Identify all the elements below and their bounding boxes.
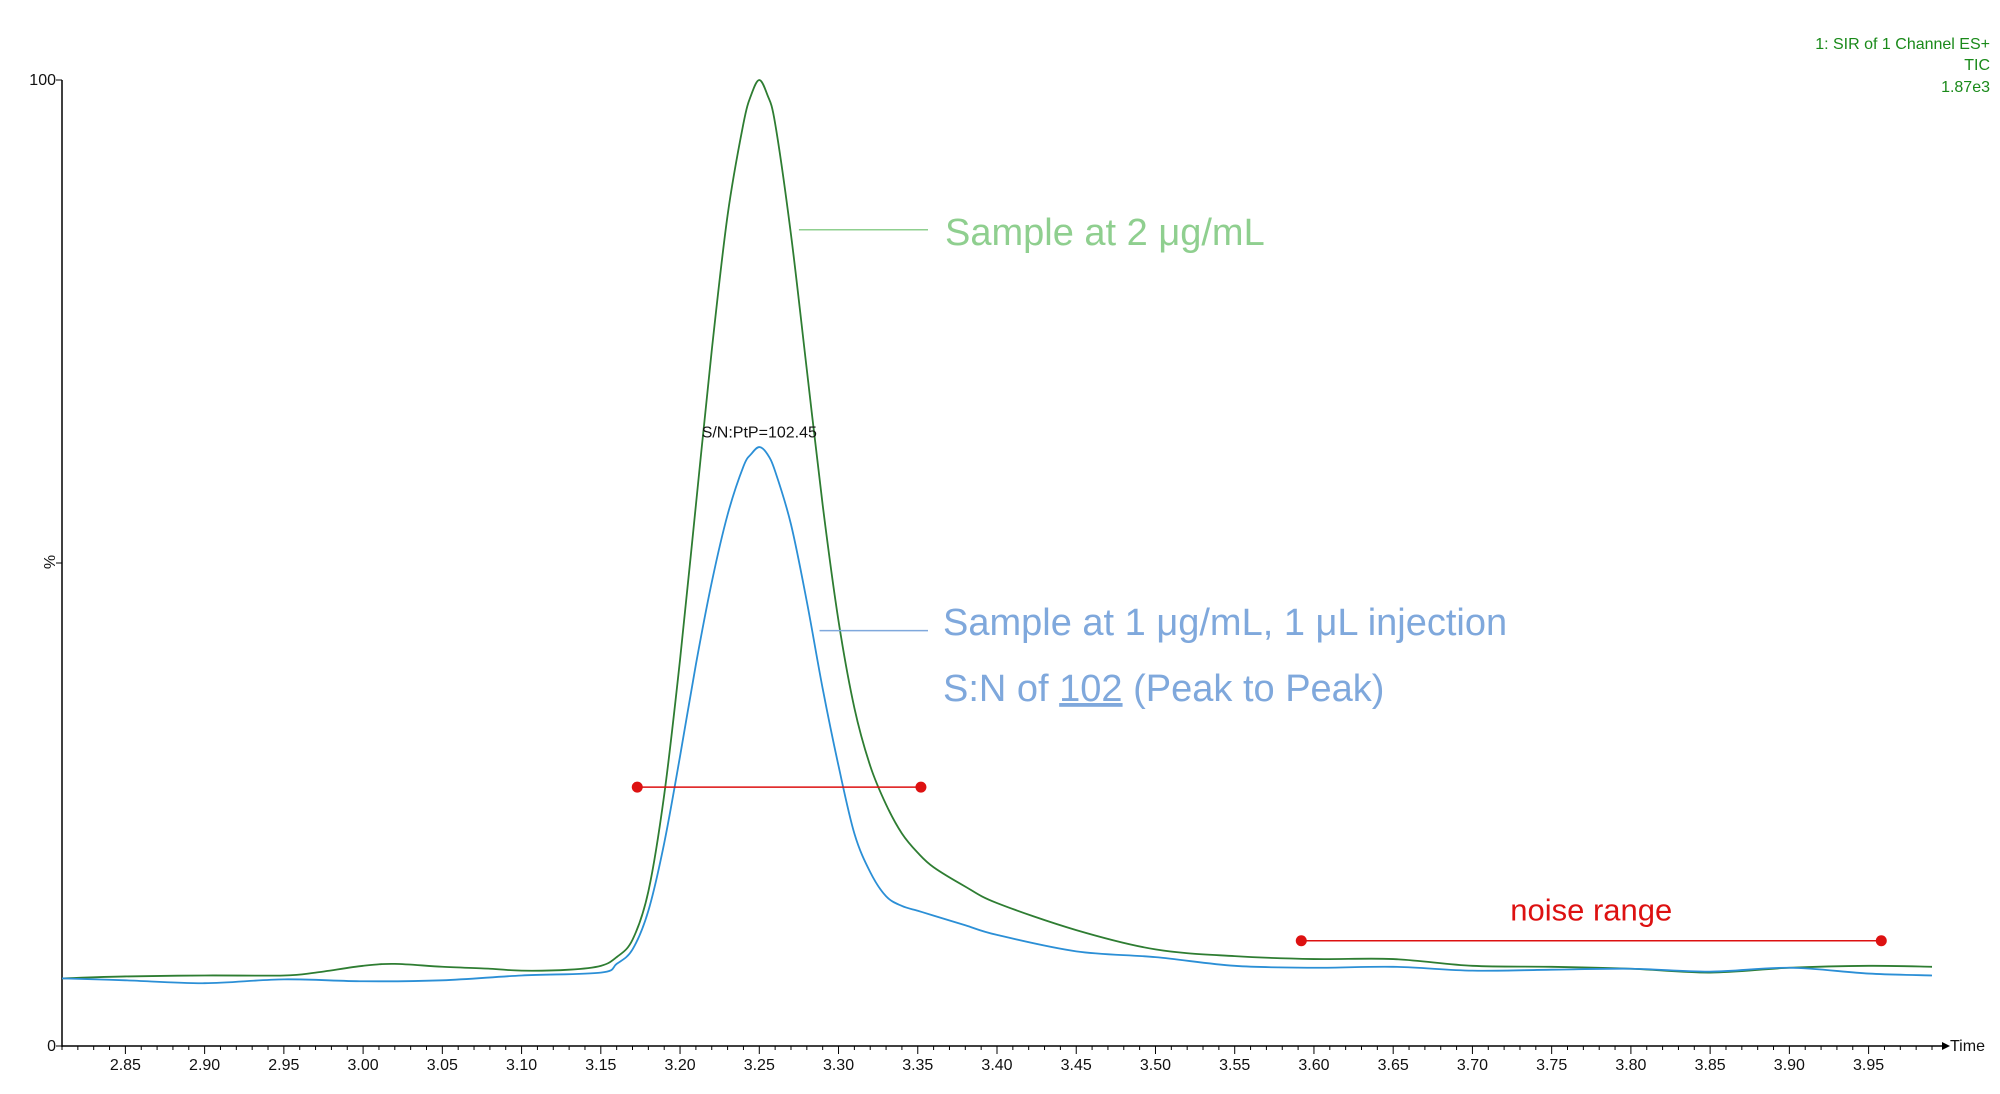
x-tick-label: 3.85 xyxy=(1695,1057,1726,1074)
channel-header-line2: TIC xyxy=(1964,57,1990,74)
sn-suffix: (Peak to Peak) xyxy=(1123,668,1385,710)
x-tick-label: 3.05 xyxy=(427,1057,458,1074)
x-tick-label: 3.10 xyxy=(506,1057,537,1074)
sn-value: 102 xyxy=(1059,668,1122,710)
x-tick-label: 3.65 xyxy=(1378,1057,1409,1074)
x-tick-label: 3.30 xyxy=(823,1057,854,1074)
x-tick-label: 3.25 xyxy=(744,1057,775,1074)
x-axis-ticks: 2.85 2.90 2.95 3.00 3.05 3.10 3.15 3.20 3.25 3.30… xyxy=(61,1046,1933,1074)
x-axis-arrow xyxy=(1942,1042,1950,1050)
y-tick-label: 0 xyxy=(47,1038,56,1055)
x-tick-label: 3.40 xyxy=(981,1057,1012,1074)
blue-series-annotation-line2: S:N of 102 (Peak to Peak) xyxy=(943,668,1384,710)
signal-range-end-dot xyxy=(915,781,927,793)
x-tick-label: 2.95 xyxy=(268,1057,299,1074)
blue-series-annotation-line1: Sample at 1 μg/mL, 1 μL injection xyxy=(943,602,1507,644)
x-tick-label: 3.45 xyxy=(1061,1057,1092,1074)
x-tick-label: 3.70 xyxy=(1457,1057,1488,1074)
noise-range-label: noise range xyxy=(1510,893,1672,928)
peak-sn-label: S/N:PtP=102.45 xyxy=(702,424,817,441)
x-tick-label: 3.55 xyxy=(1219,1057,1250,1074)
x-tick-label: 2.85 xyxy=(110,1057,141,1074)
channel-header-line3: 1.87e3 xyxy=(1941,79,1990,96)
x-tick-label: 3.35 xyxy=(902,1057,933,1074)
signal-range-start-dot xyxy=(631,781,643,793)
x-tick-label: 3.90 xyxy=(1774,1057,1805,1074)
x-tick-label: 3.20 xyxy=(664,1057,695,1074)
x-tick-label: 2.90 xyxy=(189,1057,220,1074)
x-tick-label: 3.15 xyxy=(585,1057,616,1074)
x-tick-label: 3.80 xyxy=(1615,1057,1646,1074)
noise-range-end-dot xyxy=(1875,935,1887,947)
y-axis-ticks: 0 100 xyxy=(29,72,62,1055)
chromatogram-traces xyxy=(61,79,1933,985)
green-series-annotation: Sample at 2 μg/mL xyxy=(945,212,1265,254)
y-tick-label: 100 xyxy=(29,72,56,89)
series-line-blue xyxy=(61,446,1933,985)
x-tick-label: 3.95 xyxy=(1853,1057,1884,1074)
series-line-green xyxy=(61,79,1933,980)
x-tick-label: 3.60 xyxy=(1298,1057,1329,1074)
x-tick-label: 3.00 xyxy=(348,1057,379,1074)
x-axis-label: Time xyxy=(1950,1038,1985,1055)
sn-prefix: S:N of xyxy=(943,668,1059,710)
annotations xyxy=(631,228,1887,947)
x-tick-label: 3.50 xyxy=(1140,1057,1171,1074)
channel-header-line1: 1: SIR of 1 Channel ES+ xyxy=(1815,36,1990,53)
y-axis-label: % xyxy=(40,555,57,569)
x-tick-label: 3.75 xyxy=(1536,1057,1567,1074)
noise-range-start-dot xyxy=(1295,935,1307,947)
